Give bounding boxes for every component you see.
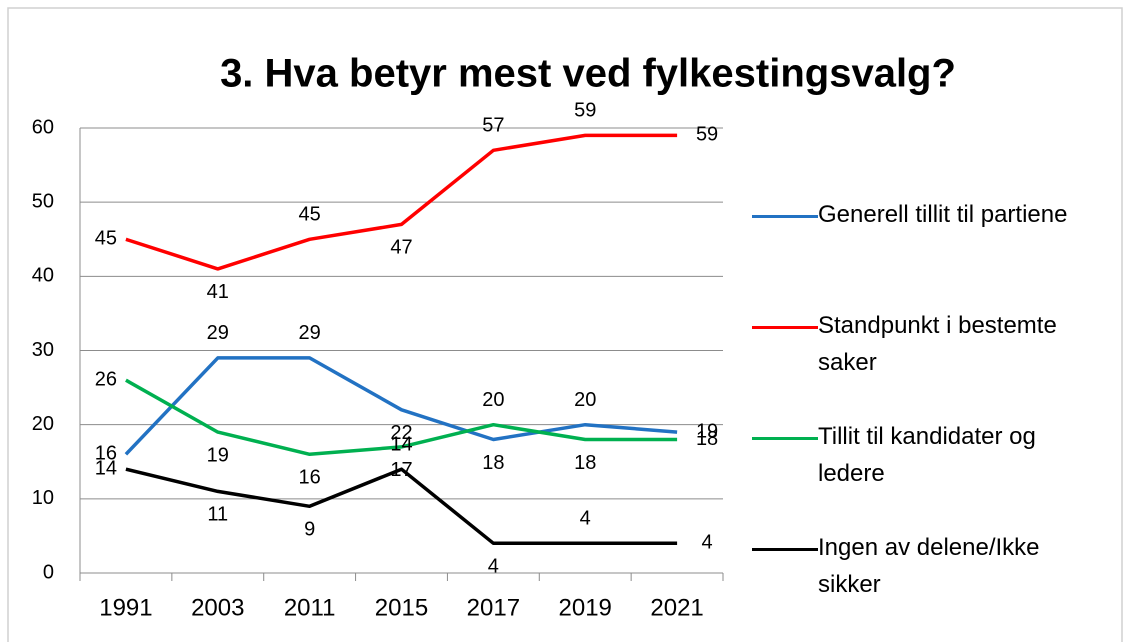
legend-label: Ingen av delene/Ikke sikker [818, 534, 1040, 598]
data-label: 14 [390, 433, 412, 455]
series-line [125, 378, 678, 457]
legend-swatch [752, 437, 818, 440]
series-line [125, 133, 678, 271]
data-label: 29 [207, 322, 229, 344]
data-label: 18 [574, 452, 596, 474]
x-tick-label: 2011 [284, 594, 336, 621]
y-tick-label: 10 [32, 487, 54, 509]
data-label: 18 [482, 452, 504, 474]
data-label: 22 [390, 422, 412, 444]
data-label: 29 [299, 322, 321, 344]
x-tick-label: 2021 [650, 594, 703, 621]
data-label: 19 [207, 444, 229, 466]
data-label: 41 [207, 281, 229, 303]
legend-item: Generell tillit til partiene [752, 196, 1112, 307]
data-label: 14 [95, 457, 117, 479]
data-label: 4 [488, 556, 499, 578]
series-line [124, 356, 678, 456]
x-tick-label: 2017 [467, 594, 520, 621]
data-label: 4 [702, 532, 713, 554]
data-label: 18 [696, 428, 718, 450]
data-label: 11 [207, 504, 228, 526]
data-label: 45 [95, 228, 117, 250]
data-label: 57 [482, 115, 504, 137]
data-label: 9 [304, 519, 315, 541]
y-tick-label: 20 [32, 413, 54, 435]
y-tick-label: 40 [32, 265, 54, 287]
y-tick-label: 60 [32, 116, 54, 138]
legend: Generell tillit til partiene Standpunkt i… [752, 196, 1112, 640]
data-label: 20 [574, 389, 596, 411]
data-label: 16 [95, 443, 117, 465]
data-label: 20 [482, 389, 504, 411]
series-line [125, 467, 678, 546]
legend-item: Tillit til kandidater og ledere [752, 418, 1112, 529]
legend-swatch [752, 215, 818, 218]
data-label: 26 [95, 368, 117, 390]
x-tick-label: 1991 [99, 594, 152, 621]
data-label: 59 [696, 124, 718, 146]
y-tick-label: 50 [32, 190, 54, 212]
legend-label: Tillit til kandidater og ledere [818, 423, 1036, 487]
legend-swatch [752, 548, 818, 551]
data-label: 47 [390, 237, 412, 259]
x-tick-label: 2019 [559, 594, 612, 621]
data-label: 16 [299, 467, 321, 489]
legend-label: Generell tillit til partiene [818, 201, 1068, 228]
data-label: 4 [580, 508, 591, 530]
data-label: 59 [574, 100, 596, 122]
data-label: 19 [696, 420, 718, 442]
legend-item: Standpunkt i bestemte saker [752, 307, 1112, 418]
chart-title: 3. Hva betyr mest ved fylkestingsvalg? [220, 52, 956, 96]
x-tick-label: 2003 [191, 594, 244, 621]
x-tick-label: 2015 [375, 594, 428, 621]
data-label: 45 [299, 204, 321, 226]
y-tick-label: 30 [32, 339, 54, 361]
legend-label: Standpunkt i bestemte saker [818, 312, 1057, 376]
y-tick-label: 0 [43, 561, 54, 583]
legend-swatch [752, 326, 818, 329]
chart-border [7, 7, 1123, 642]
legend-item: Ingen av delene/Ikke sikker [752, 529, 1112, 640]
